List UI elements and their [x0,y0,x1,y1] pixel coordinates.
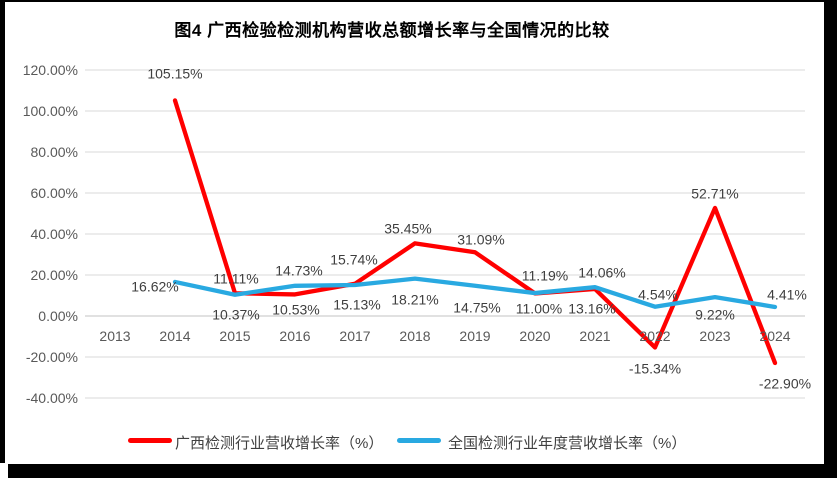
data-label: 18.21% [391,291,439,308]
y-tick-label: 120.00% [22,62,78,78]
y-tick-label: 40.00% [30,226,78,242]
y-tick-label: 80.00% [30,144,78,160]
data-label: 13.16% [568,300,616,317]
y-tick-label: 20.00% [30,267,78,283]
y-tick-label: 60.00% [30,185,78,201]
data-label: 9.22% [695,306,735,323]
y-tick-label: 100.00% [22,103,78,119]
x-tick-label: 2013 [99,328,131,344]
legend-swatch-national [397,438,441,443]
series-line-guangxi [172,98,778,366]
x-tick-label: 2022 [639,328,671,344]
chart-title: 图4 广西检验检测机构营收总额增长率与全国情况的比较 [174,21,610,40]
x-tick-label: 2024 [759,328,791,344]
series-line-national [172,276,778,310]
data-label: 4.54% [638,286,678,303]
legend-swatch-guangxi [128,438,172,443]
legend: 广西检测行业营收增长率（%） 全国检测行业年度营收增长率（%） [0,430,837,452]
data-label: 15.13% [333,296,381,313]
border-bottom [8,464,837,478]
data-label: 31.09% [457,231,505,248]
data-label: -15.34% [628,360,682,377]
data-label: 16.62% [131,278,179,295]
data-label: 10.53% [272,301,320,318]
data-label: 35.45% [384,220,432,237]
data-label: 15.74% [330,251,378,268]
legend-item-national: 全国检测行业年度营收增长率（%） [397,430,697,452]
data-label: 14.73% [275,262,323,279]
legend-item-guangxi: 广西检测行业营收增长率（%） [128,430,388,452]
y-tick-label: -20.00% [25,349,78,365]
x-tick-label: 2023 [699,328,731,344]
y-tick-label: -40.00% [25,390,78,406]
border-left [0,0,5,463]
data-label: 105.15% [147,65,203,82]
x-tick-label: 2021 [579,328,611,344]
data-label: 14.75% [453,299,501,316]
data-label: 11.00% [515,300,563,317]
x-tick-label: 2016 [279,328,311,344]
data-label: 14.06% [578,264,626,281]
border-top [0,0,837,2]
data-label: 52.71% [691,185,739,202]
x-tick-label: 2019 [459,328,491,344]
data-label: 11.11% [213,270,259,287]
x-tick-label: 2014 [159,328,191,344]
x-tick-label: 2020 [519,328,551,344]
x-tick-label: 2015 [219,328,251,344]
y-tick-label: 0.00% [38,308,78,324]
border-right [824,0,837,478]
legend-label-guangxi: 广西检测行业营收增长率（%） [175,435,384,452]
data-label: -22.90% [758,375,812,392]
data-label: 4.41% [767,286,807,303]
x-tick-label: 2017 [339,328,371,344]
x-tick-label: 2018 [399,328,431,344]
data-label: 11.19% [521,267,569,284]
legend-label-national: 全国检测行业年度营收增长率（%） [448,435,687,452]
data-label: 10.37% [212,306,260,323]
